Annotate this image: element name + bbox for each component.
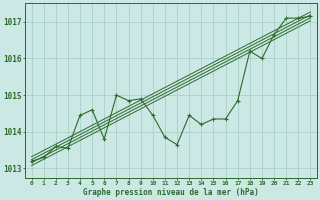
X-axis label: Graphe pression niveau de la mer (hPa): Graphe pression niveau de la mer (hPa) <box>83 188 259 197</box>
